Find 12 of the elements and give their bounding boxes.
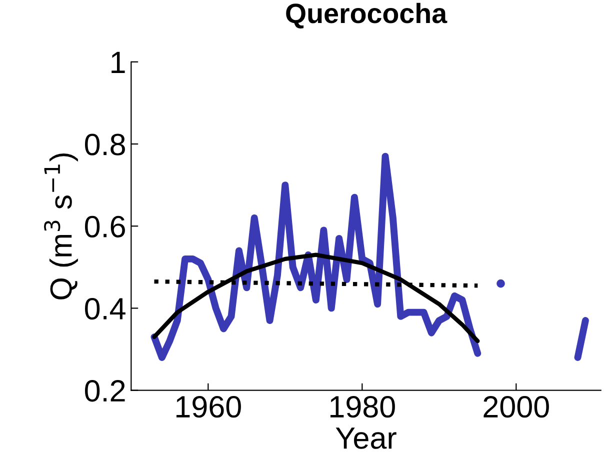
y-tick-label: 0.2 xyxy=(85,380,125,402)
x-axis-title: Year xyxy=(336,428,396,449)
y-tick-label: 1 xyxy=(112,52,125,73)
y-tick-label: 0.6 xyxy=(85,216,125,238)
line-series xyxy=(152,252,480,344)
x-tick-label: 1960 xyxy=(176,396,241,418)
x-tick-label: 1980 xyxy=(330,396,395,418)
chart-title: Querococha xyxy=(286,2,448,28)
y-tick-label: 0.8 xyxy=(85,134,125,156)
y-tick-label: 0.4 xyxy=(85,298,126,320)
y-axis-title: Q (m$^{3}$ s$^{−1}$) xyxy=(44,153,78,300)
x-tick-label: 2000 xyxy=(484,396,549,418)
